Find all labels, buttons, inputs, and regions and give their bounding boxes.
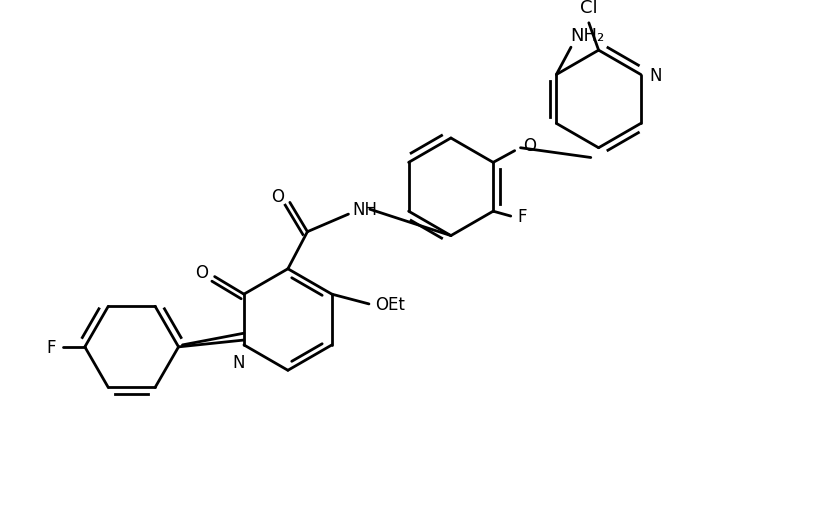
Text: F: F	[518, 208, 527, 226]
Text: O: O	[195, 263, 208, 281]
Text: O: O	[523, 136, 536, 155]
Text: N: N	[650, 66, 662, 84]
Text: N: N	[233, 353, 246, 371]
Text: Cl: Cl	[580, 0, 598, 17]
Text: F: F	[46, 338, 55, 356]
Text: NH: NH	[353, 201, 377, 219]
Text: NH₂: NH₂	[571, 27, 605, 45]
Text: O: O	[271, 187, 284, 205]
Text: OEt: OEt	[376, 295, 406, 313]
